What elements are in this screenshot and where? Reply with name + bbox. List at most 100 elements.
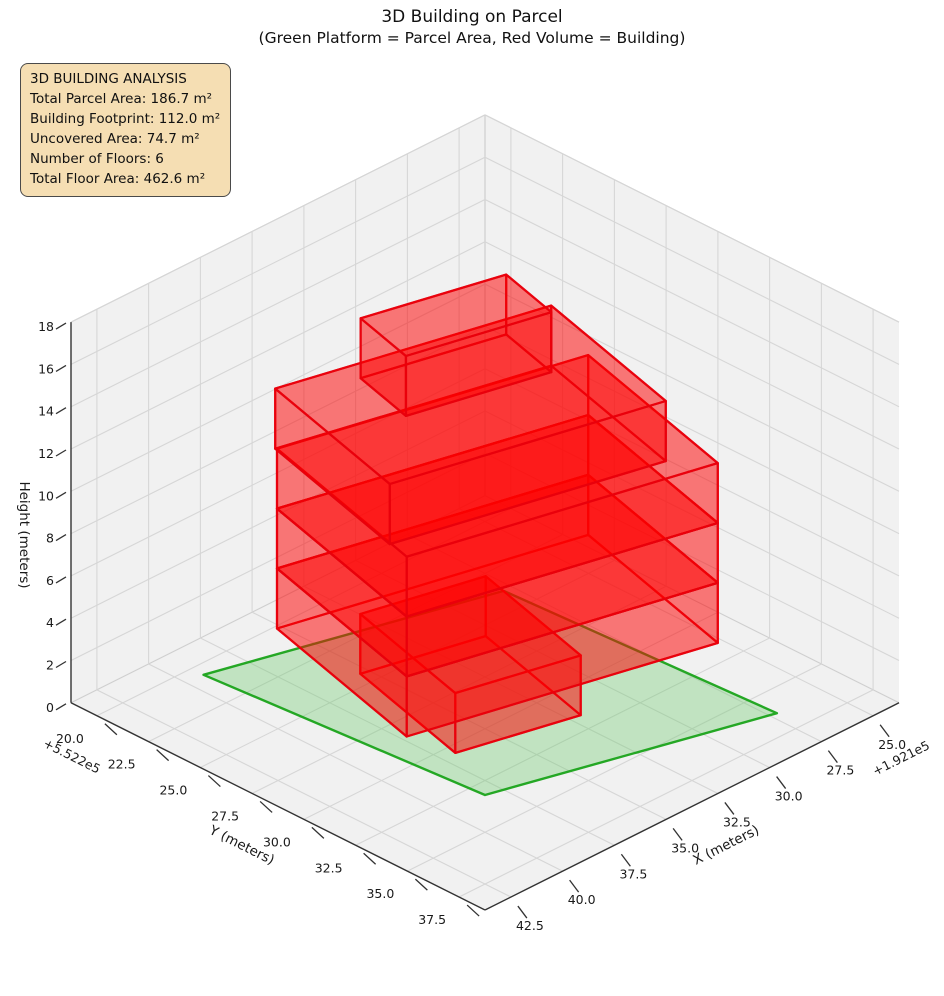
- z-tick-label: 12: [38, 446, 54, 461]
- grid-wall-z: [70, 114, 486, 323]
- z-tick: [55, 660, 67, 669]
- grid-wall-z: [484, 241, 900, 450]
- y-tick: [207, 775, 221, 788]
- grid-wall-z: [484, 368, 900, 577]
- info-box-title: 3D BUILDING ANALYSIS: [30, 71, 187, 87]
- chart-title-block: 3D Building on Parcel (Green Platform = …: [0, 7, 944, 49]
- z-tick-label: 10: [38, 488, 54, 503]
- z-tick-label: 4: [46, 615, 54, 630]
- grid-wall-z: [484, 199, 900, 408]
- grid-wall-z: [484, 156, 900, 365]
- grid-floor-x: [200, 637, 615, 846]
- info-box-line: Uncovered Area: 74.7 m²: [30, 131, 200, 147]
- y-tick-label: 25.0: [159, 783, 187, 798]
- analysis-info-box: 3D BUILDING ANALYSIS Total Parcel Area: …: [20, 63, 232, 197]
- y-tick: [259, 800, 273, 813]
- z-tick-label: 0: [46, 700, 54, 715]
- grid-wall-z: [484, 114, 900, 323]
- y-tick: [104, 723, 118, 736]
- z-tick-label: 6: [46, 573, 54, 588]
- z-tick: [55, 576, 67, 584]
- grid-floor-x: [251, 611, 667, 820]
- info-box-line: Building Footprint: 112.0 m²: [30, 111, 221, 127]
- x-tick: [776, 776, 787, 789]
- chart-subtitle: (Green Platform = Parcel Area, Red Volum…: [258, 29, 686, 48]
- x-tick: [879, 724, 890, 738]
- grid-floor-x: [458, 508, 874, 717]
- grid-floor-x: [96, 689, 512, 898]
- left-wall-pane: [71, 114, 485, 703]
- floor-5-top-face: [274, 304, 667, 486]
- x-tick-label: 35.0: [671, 840, 699, 855]
- y-tick-label: 32.5: [315, 860, 343, 875]
- grid-wall-z: [70, 241, 486, 450]
- y-tick-label: 37.5: [418, 912, 446, 927]
- z-tick: [55, 491, 67, 499]
- info-box-line: Total Parcel Area: 186.7 m²: [30, 91, 213, 107]
- floor-6-top-face: [359, 273, 553, 358]
- info-box-line: Number of Floors: 6: [30, 151, 164, 167]
- z-tick: [55, 703, 67, 711]
- grid-floor-y: [355, 637, 770, 846]
- grid-floor-y: [458, 689, 874, 898]
- x-tick-label: 27.5: [826, 763, 854, 778]
- y-tick: [311, 826, 325, 839]
- x-tick: [827, 750, 838, 764]
- grid-wall-z: [484, 410, 900, 619]
- info-box-line: Total Floor Area: 462.6 m²: [30, 171, 206, 187]
- z-tick: [55, 364, 67, 372]
- grid-floor-x: [148, 663, 563, 872]
- parcel-polygon: [202, 589, 779, 797]
- y-axis-spine: [70, 702, 486, 911]
- x-tick: [724, 802, 735, 815]
- y-tick: [156, 749, 170, 762]
- grid-wall-z: [70, 156, 486, 365]
- grid-floor-y: [303, 611, 719, 820]
- x-tick-label: 25.0: [878, 737, 906, 752]
- y-tick-label: 27.5: [211, 808, 239, 823]
- chart-title: 3D Building on Parcel: [381, 7, 563, 27]
- z-tick-label: 18: [38, 319, 54, 334]
- pane-edge: [484, 495, 900, 704]
- x-tick-label: 30.0: [775, 789, 803, 804]
- y-tick: [363, 852, 377, 865]
- y-tick: [414, 878, 428, 891]
- grid-floor-y: [251, 585, 667, 794]
- y-tick-label: 22.5: [108, 757, 136, 772]
- floor-1-top-face: [359, 575, 582, 695]
- grid-wall-z: [70, 199, 486, 408]
- z-tick-label: 16: [38, 361, 54, 376]
- z-tick-label: 8: [46, 531, 54, 546]
- x-tick: [569, 879, 580, 893]
- y-tick-label: 20.0: [56, 731, 84, 746]
- z-tick: [55, 618, 67, 626]
- z-tick: [55, 407, 67, 415]
- x-tick: [517, 905, 528, 919]
- y-tick-label: 35.0: [366, 886, 394, 901]
- x-tick-label: 37.5: [619, 866, 647, 881]
- grid-floor-y: [96, 508, 512, 717]
- y-tick-label: 30.0: [263, 834, 291, 849]
- grid-wall-z: [484, 452, 900, 661]
- x-tick-label: 42.5: [516, 918, 544, 933]
- grid-wall-z: [484, 325, 900, 535]
- z-tick: [55, 449, 67, 457]
- right-wall-pane: [485, 114, 899, 703]
- grid-wall-z: [484, 283, 900, 492]
- x-tick: [620, 853, 631, 867]
- z-tick: [55, 534, 67, 542]
- x-tick-label: 32.5: [723, 814, 751, 829]
- x-axis-spine: [484, 702, 900, 911]
- z-axis-label: Height (meters): [16, 481, 32, 588]
- grid-floor-y: [148, 534, 563, 743]
- z-tick: [55, 322, 67, 330]
- grid-floor-x: [303, 585, 719, 794]
- x-tick: [672, 827, 683, 841]
- grid-floor-y: [407, 663, 822, 872]
- x-tick-label: 40.0: [568, 892, 596, 907]
- z-tick-label: 14: [38, 404, 54, 419]
- y-tick: [466, 904, 480, 917]
